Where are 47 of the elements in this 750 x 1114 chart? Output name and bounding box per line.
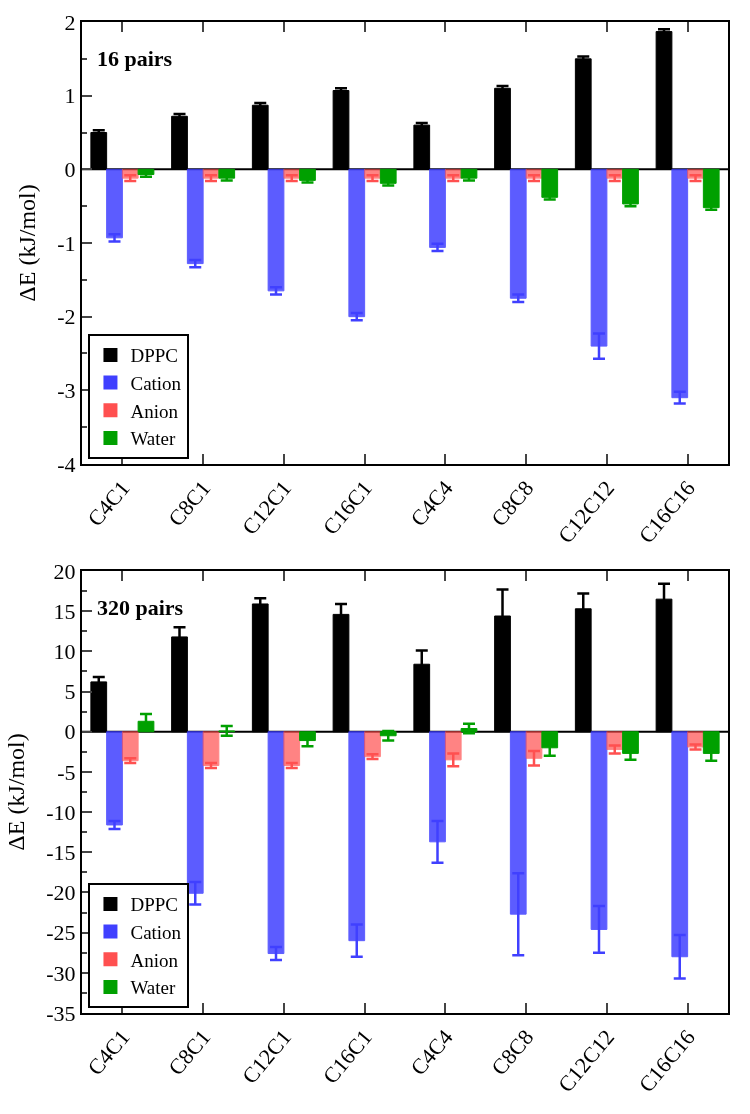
annotation: 320 pairs [97,595,184,620]
bar [106,731,123,826]
y-tick-label: 15 [53,598,76,624]
y-axis-title: ΔE (kJ/mol) [2,733,29,851]
bar [348,168,366,318]
bar [429,168,446,248]
bar [702,168,720,209]
y-tick-label: -2 [57,304,76,330]
y-axis-title: ΔE (kJ/mol) [13,184,40,302]
bar [121,731,139,762]
y-tick-label: 1 [64,83,76,109]
legend-label: Water [130,977,177,999]
y-tick-label: -5 [57,759,76,785]
legend-label: Anion [130,949,179,971]
y-tick-label: 2 [64,9,76,35]
y-tick-label: -15 [46,839,76,865]
y-tick-label: 0 [64,157,76,183]
bar [267,168,285,292]
bar [509,168,527,299]
legend-label: Water [130,428,177,450]
bar [202,731,220,766]
annotation: 16 pairs [97,46,173,71]
legend-label: Anion [130,400,179,422]
bar [106,168,123,239]
y-tick-label: 5 [64,679,76,705]
y-tick-label: -30 [46,960,76,986]
y-tick-label: -25 [46,920,76,946]
y-tick-label: 10 [53,639,76,665]
y-tick-label: 0 [64,719,76,745]
legend-label: DPPC [130,894,178,916]
legend-label: Cation [130,372,182,394]
bar [379,168,397,184]
y-tick-label: -10 [46,799,76,825]
y-tick-label: -4 [57,451,76,477]
y-tick-label: 20 [53,558,76,584]
y-tick-label: -3 [57,378,76,404]
y-tick-label: -1 [57,230,76,256]
legend-label: DPPC [130,345,178,367]
legend-label: Cation [130,922,182,944]
y-tick-label: -20 [46,880,76,906]
y-tick-label: -35 [46,1000,76,1026]
bar [283,731,301,766]
bar [460,168,478,179]
bar [364,731,381,758]
bar [541,168,559,198]
bar [622,168,639,205]
bar [186,168,204,265]
